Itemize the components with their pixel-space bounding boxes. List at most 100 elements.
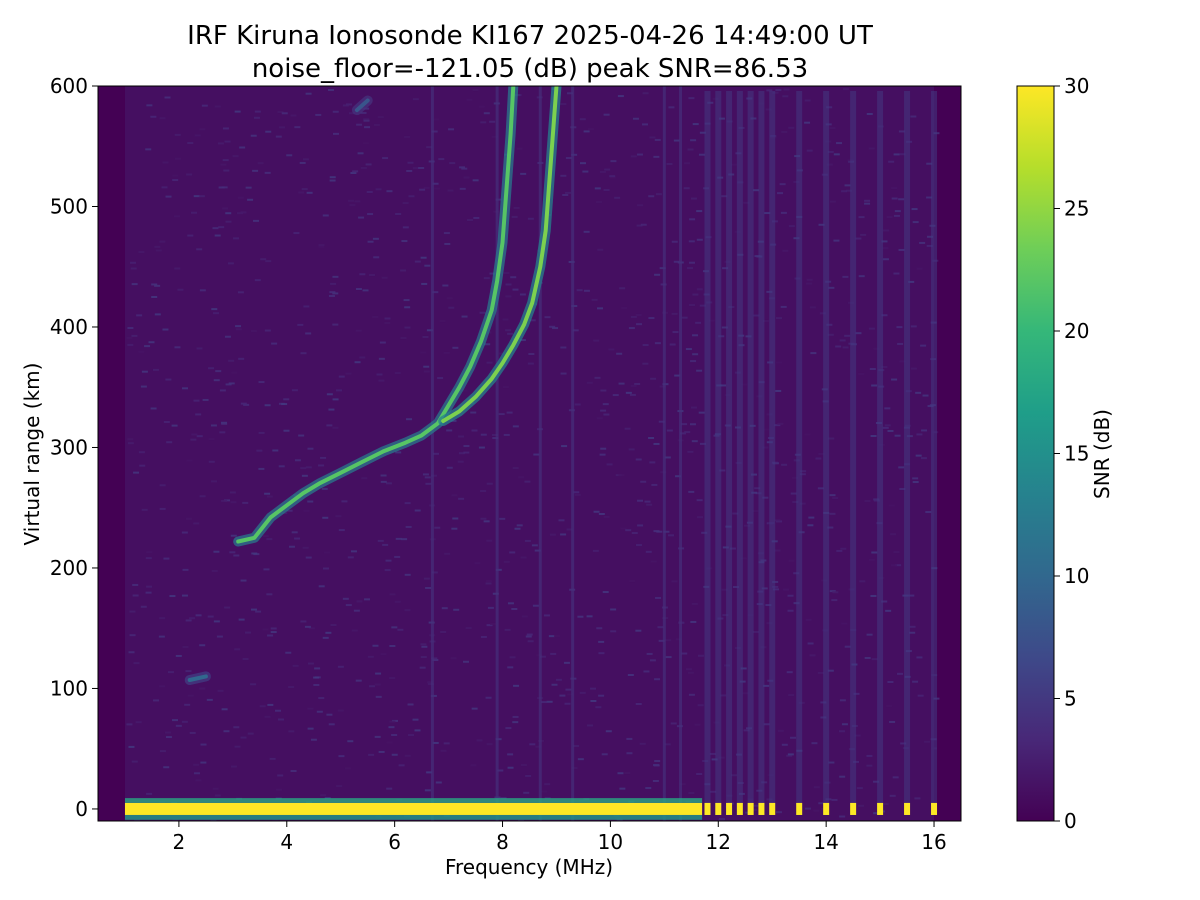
noise-speckle <box>774 519 781 522</box>
noise-speckle <box>571 305 578 308</box>
noise-speckle <box>461 389 468 392</box>
noise-speckle <box>507 666 514 669</box>
colorbar: 0 5 10 15 20 25 30 SNR (dB) <box>1016 74 1114 833</box>
noise-speckle <box>461 167 468 170</box>
noise-speckle <box>463 176 470 179</box>
noise-speckle <box>882 247 889 250</box>
noise-speckle <box>832 497 839 500</box>
noise-speckle <box>499 352 506 355</box>
noise-speckle <box>459 166 466 169</box>
harmonic-column <box>715 91 722 806</box>
noise-speckle <box>363 107 370 110</box>
noise-speckle <box>332 292 339 295</box>
noise-speckle <box>618 382 625 385</box>
noise-speckle <box>621 306 628 309</box>
noise-speckle <box>619 787 626 790</box>
noise-speckle <box>653 764 660 767</box>
harmonic-columns <box>704 91 938 815</box>
noise-speckle <box>159 750 166 753</box>
noise-speckle <box>582 170 589 173</box>
noise-speckle <box>690 197 697 200</box>
noise-speckle <box>688 490 695 493</box>
noise-speckle <box>326 713 333 716</box>
noise-speckle <box>628 327 635 330</box>
noise-speckle <box>594 187 601 190</box>
noise-speckle <box>308 627 315 630</box>
noise-speckle <box>228 359 235 362</box>
noise-speckle <box>348 112 355 115</box>
noise-speckle <box>842 88 849 91</box>
noise-speckle <box>419 188 426 191</box>
noise-speckle <box>908 280 915 283</box>
noise-speckle <box>374 683 381 686</box>
noise-speckle <box>665 656 672 659</box>
noise-speckle <box>414 509 421 512</box>
noise-speckle <box>698 153 705 156</box>
noise-speckle <box>404 573 411 576</box>
noise-speckle <box>466 98 473 101</box>
noise-speckle <box>372 237 379 240</box>
noise-speckle <box>418 166 425 169</box>
noise-speckle <box>305 556 312 559</box>
noise-speckle <box>752 630 759 633</box>
noise-speckle <box>539 655 546 658</box>
noise-speckle <box>873 499 880 502</box>
noise-speckle <box>603 515 610 518</box>
noise-speckle <box>366 191 373 194</box>
noise-speckle <box>764 212 771 215</box>
noise-speckle <box>307 500 314 503</box>
noise-speckle <box>634 383 641 386</box>
noise-speckle <box>835 345 842 348</box>
noise-speckle <box>599 170 606 173</box>
noise-speckle <box>815 457 822 460</box>
noise-speckle <box>524 539 531 542</box>
noise-speckle <box>426 146 433 149</box>
noise-speckle <box>154 284 161 287</box>
noise-speckle <box>466 219 473 222</box>
noise-speckle <box>165 195 172 198</box>
noise-speckle <box>894 434 901 437</box>
noise-speckle <box>330 624 337 627</box>
noise-speckle <box>598 694 605 697</box>
noise-speckle <box>270 631 277 634</box>
noise-speckle <box>471 707 478 710</box>
noise-speckle <box>762 319 769 322</box>
noise-speckle <box>337 665 344 668</box>
noise-speckle <box>912 477 919 480</box>
noise-speckle <box>687 148 694 151</box>
noise-speckle <box>212 787 219 790</box>
noise-speckle <box>914 797 921 800</box>
noise-speckle <box>394 555 401 558</box>
noise-speckle <box>191 433 198 436</box>
noise-speckle <box>412 98 419 101</box>
noise-speckle <box>421 645 428 648</box>
noise-speckle <box>303 509 310 512</box>
noise-speckle <box>185 517 192 520</box>
noise-speckle <box>831 599 838 602</box>
noise-speckle <box>420 351 427 354</box>
noise-speckle <box>440 631 447 634</box>
noise-speckle <box>420 643 427 646</box>
noise-speckle <box>527 217 534 220</box>
noise-speckle <box>391 753 398 756</box>
noise-speckle <box>328 408 335 411</box>
noise-speckle <box>414 260 421 263</box>
colorbar-gradient <box>1016 85 1055 822</box>
noise-speckle <box>196 435 203 438</box>
noise-speckle <box>783 588 790 591</box>
noise-speckle <box>267 703 274 706</box>
noise-speckle <box>721 588 728 591</box>
noise-speckle <box>533 453 540 456</box>
noise-speckle <box>253 116 260 119</box>
noise-speckle <box>397 628 404 631</box>
noise-speckle <box>272 818 279 821</box>
noise-speckle <box>294 459 301 462</box>
noise-speckle <box>708 319 715 322</box>
noise-speckle <box>480 635 487 638</box>
noise-speckle <box>290 114 297 117</box>
noise-speckle <box>912 680 919 683</box>
noise-speckle <box>689 423 696 426</box>
noise-speckle <box>258 381 265 384</box>
noise-speckle <box>230 501 237 504</box>
noise-speckle <box>422 335 429 338</box>
